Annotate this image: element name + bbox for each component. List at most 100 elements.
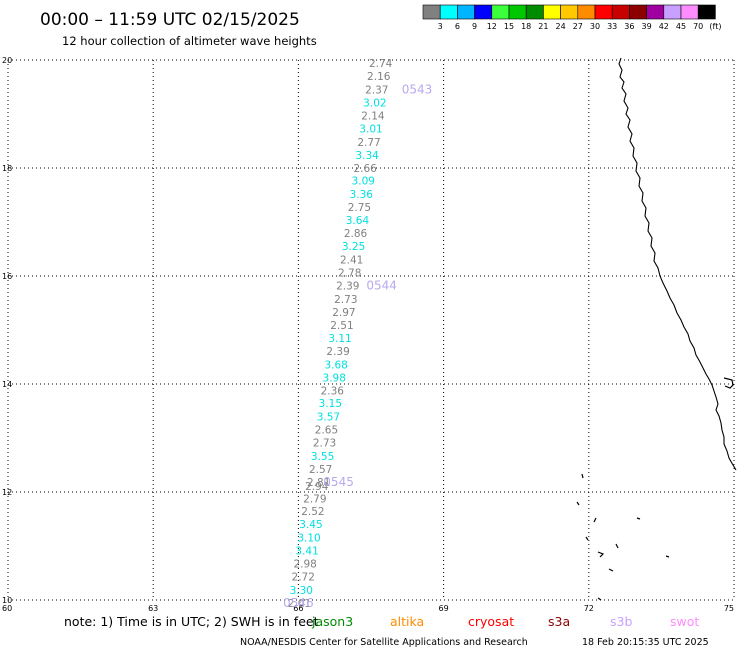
y-tick-label: 20 <box>2 56 12 65</box>
wave-height-value: 2.51 <box>330 320 353 332</box>
wave-height-value: 3.15 <box>319 398 342 410</box>
legend-label: 15 <box>504 22 514 31</box>
y-tick-label: 10 <box>2 596 12 605</box>
legend-swatch <box>508 4 527 20</box>
wave-height-value: 2.41 <box>340 255 363 267</box>
legend-swatch <box>439 4 458 20</box>
legend-label: 42 <box>659 22 669 31</box>
wave-height-value: 2.78 <box>338 268 361 280</box>
legend-label: 3 <box>438 22 443 31</box>
satellite-s3b: s3b <box>610 614 632 629</box>
satellite-altika: altika <box>390 614 424 629</box>
wave-height-value: 2.39 <box>336 281 359 293</box>
legend-swatch <box>680 4 699 20</box>
generated-timestamp: 18 Feb 20:15:35 UTC 2025 <box>582 637 709 648</box>
wave-height-value: 3.10 <box>297 533 320 545</box>
legend-swatch <box>422 4 441 20</box>
map-grid <box>7 59 735 601</box>
wave-height-value: 2.79 <box>303 493 326 505</box>
wave-height-readings: 2.742.162.373.022.143.01 2.773.342.663.09… <box>288 58 393 610</box>
wave-height-value: 3.36 <box>350 189 374 201</box>
pass-label: 0546 <box>283 596 314 610</box>
legend-label: 12 <box>487 22 497 31</box>
legend-label: 18 <box>521 22 531 31</box>
x-tick-label: 66 <box>293 604 303 613</box>
legend-label: 27 <box>573 22 583 31</box>
wave-height-value: 2.75 <box>348 202 371 214</box>
legend-label: 30 <box>590 22 600 31</box>
legend-swatch <box>629 4 647 20</box>
pass-labels: 0543 0544 0545 0546 <box>283 82 432 610</box>
legend-label: 39 <box>642 22 652 31</box>
legend-swatch <box>560 4 579 20</box>
wave-height-value: 3.01 <box>359 123 382 135</box>
legend-swatch <box>663 4 682 20</box>
y-tick-label: 16 <box>2 272 12 281</box>
satellite-legend: jason3 altika cryosat s3a s3b swot <box>311 614 699 629</box>
wave-height-value: 2.36 <box>321 385 345 397</box>
x-tick-label: 60 <box>2 604 12 613</box>
wave-height-value: 3.57 <box>317 412 340 424</box>
legend-label: 36 <box>624 22 634 31</box>
legend-swatch <box>543 4 561 20</box>
satellite-s3a: s3a <box>548 614 570 629</box>
legend-swatch <box>646 4 665 20</box>
wave-height-value: 3.41 <box>295 546 318 558</box>
wave-height-value: 3.09 <box>352 176 375 188</box>
y-tick-label: 12 <box>2 488 12 497</box>
wave-height-value: 3.98 <box>323 372 346 384</box>
wave-height-value: 2.73 <box>334 294 357 306</box>
wave-height-value: 2.52 <box>301 506 324 518</box>
wave-height-value: 2.97 <box>332 307 355 319</box>
axis-ticks: 60 63 66 69 72 75 10 12 14 16 18 20 <box>2 56 734 613</box>
satellite-swot: swot <box>670 614 699 629</box>
coastline-cape-detail <box>723 377 734 389</box>
wave-height-value: 2.98 <box>293 559 316 571</box>
wave-height-value: 3.55 <box>311 451 334 463</box>
x-tick-label: 69 <box>439 604 449 613</box>
legend-swatch <box>491 4 510 20</box>
wave-height-value: 2.72 <box>292 572 315 584</box>
coastline <box>618 57 737 471</box>
wave-height-value: 2.73 <box>313 438 336 450</box>
legend-label: 21 <box>538 22 548 31</box>
wave-height-value: 3.25 <box>342 241 365 253</box>
satellite-cryosat: cryosat <box>468 614 514 629</box>
satellite-jason3: jason3 <box>311 614 353 629</box>
x-tick-label: 72 <box>584 604 594 613</box>
y-tick-label: 18 <box>2 164 12 173</box>
wave-height-value: 2.37 <box>365 84 388 96</box>
wave-height-value: 2.74 <box>369 58 393 70</box>
legend-label: 6 <box>455 22 460 31</box>
x-tick-label: 63 <box>148 604 158 613</box>
legend-swatch <box>697 4 716 20</box>
map-subtitle: 12 hour collection of altimeter wave hei… <box>62 34 317 48</box>
wave-height-value: 2.01 <box>288 598 311 610</box>
wave-height-value: 2.16 <box>367 71 391 83</box>
island-islets <box>576 473 670 601</box>
wave-height-value: 2.77 <box>357 137 380 149</box>
map-title: 00:00 – 11:59 UTC 02/15/2025 <box>40 10 300 30</box>
wave-height-value: 2.14 <box>361 110 385 122</box>
wave-height-value: 3.68 <box>324 359 347 371</box>
wave-height-value: 2.39 <box>326 346 349 358</box>
wave-height-value: 2.81 <box>307 477 330 489</box>
legend-swatch <box>474 4 493 20</box>
legend-label: 9 <box>472 22 477 31</box>
wave-height-value: 3.45 <box>299 519 322 531</box>
wave-height-value: 3.11 <box>328 333 351 345</box>
legend-label: 45 <box>676 22 686 31</box>
legend-swatch <box>577 4 596 20</box>
legend-swatch <box>525 4 544 20</box>
footer-note: note: 1) Time is in UTC; 2) SWH is in fe… <box>64 614 319 629</box>
pass-label: 0544 <box>366 279 397 293</box>
y-tick-label: 14 <box>2 380 12 389</box>
wave-height-value: 3.02 <box>363 97 386 109</box>
legend-label: 24 <box>556 22 566 31</box>
pass-label: 0545 <box>323 475 354 489</box>
wave-height-value: 3.34 <box>355 150 379 162</box>
legend-label: 70 <box>693 22 703 31</box>
legend-unit: (ft) <box>709 22 721 31</box>
wave-height-value: 2.66 <box>353 163 377 175</box>
